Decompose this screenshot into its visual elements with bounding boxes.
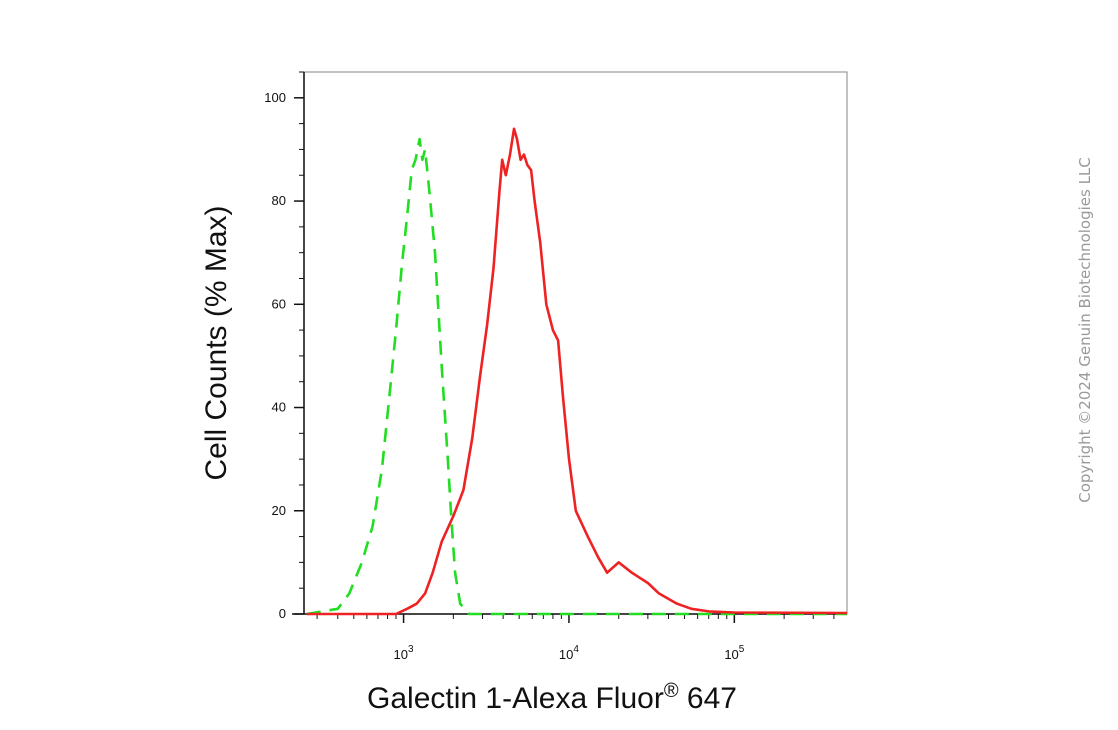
x-axis-title-registered-mark: ® [664, 680, 679, 702]
y-tick-label: 100 [264, 90, 286, 105]
y-tick-label: 20 [272, 503, 286, 518]
x-axis-title: Galectin 1-Alexa Fluor® 647 [367, 680, 737, 715]
control-histogram-line [306, 137, 847, 616]
copyright-text: Copyright ©2024 Genuin Biotechnologies L… [1076, 157, 1094, 503]
y-axis-ticks: 0 20 40 60 80 100 [264, 71, 304, 621]
x-axis-title-suffix: 647 [679, 682, 737, 715]
x-tick-label: 103 [394, 644, 414, 662]
sample-histogram-line [306, 127, 848, 616]
y-tick-label: 40 [272, 400, 286, 415]
x-tick-label: 104 [559, 644, 579, 662]
y-tick-label: 60 [272, 296, 286, 311]
plot-frame [303, 71, 848, 615]
y-axis-title: Cell Counts (% Max) [200, 205, 233, 480]
x-tick-label: 105 [724, 644, 744, 662]
y-tick-label: 0 [279, 606, 286, 621]
plot-area: 0 20 40 60 80 100 103 104 105 [264, 71, 848, 662]
x-axis-title-main: Galectin 1-Alexa Fluor [367, 682, 664, 715]
y-tick-label: 80 [272, 193, 286, 208]
x-axis-ticks: 103 104 105 [316, 614, 835, 662]
series-layer [306, 127, 848, 616]
